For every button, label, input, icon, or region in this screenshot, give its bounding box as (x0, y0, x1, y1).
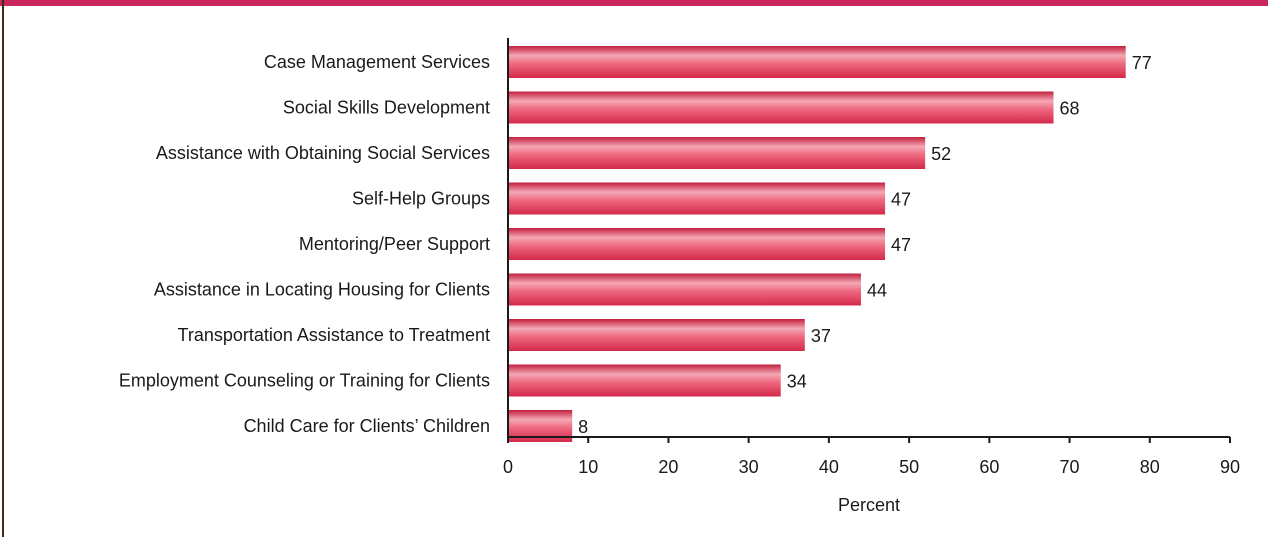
data-label: 34 (787, 372, 807, 392)
x-tick-label: 30 (739, 457, 759, 477)
category-label: Mentoring/Peer Support (299, 234, 490, 254)
bar (508, 182, 886, 215)
data-label: 52 (931, 144, 951, 164)
data-label: 37 (811, 326, 831, 346)
category-label: Self-Help Groups (352, 189, 490, 209)
data-label: 47 (891, 190, 911, 210)
x-tick-label: 10 (578, 457, 598, 477)
x-tick-label: 40 (819, 457, 839, 477)
frame-top-border (0, 0, 1268, 6)
x-tick-label: 80 (1140, 457, 1160, 477)
category-label: Case Management Services (264, 52, 490, 72)
bar (508, 228, 886, 260)
bar (508, 137, 926, 169)
data-label: 8 (578, 417, 588, 437)
data-label: 68 (1060, 99, 1080, 119)
data-label: 44 (867, 281, 887, 301)
bar (508, 46, 1126, 78)
frame-left-border (2, 0, 4, 537)
data-label: 47 (891, 235, 911, 255)
category-label: Child Care for Clients’ Children (244, 416, 490, 436)
bar (508, 364, 781, 397)
category-label: Employment Counseling or Training for Cl… (119, 371, 490, 391)
x-tick-label: 0 (503, 457, 513, 477)
category-label: Transportation Assistance to Treatment (178, 325, 491, 345)
x-tick-label: 70 (1060, 457, 1080, 477)
bars-group: Case Management Services 77 Social Skills … (119, 46, 1152, 442)
bar (508, 319, 805, 351)
category-label: Social Skills Development (283, 98, 490, 118)
x-tick-label: 60 (979, 457, 999, 477)
category-label: Assistance in Locating Housing for Clien… (154, 280, 490, 300)
axes-group: 0 10 20 30 40 50 60 70 80 90 (503, 38, 1240, 477)
bar (508, 273, 861, 306)
x-axis-title: Percent (838, 495, 900, 515)
x-tick-label: 50 (899, 457, 919, 477)
category-label: Assistance with Obtaining Social Service… (156, 143, 490, 163)
data-label: 77 (1132, 53, 1152, 73)
bar (508, 91, 1054, 124)
x-tick-label: 90 (1220, 457, 1240, 477)
x-tick-label: 20 (658, 457, 678, 477)
